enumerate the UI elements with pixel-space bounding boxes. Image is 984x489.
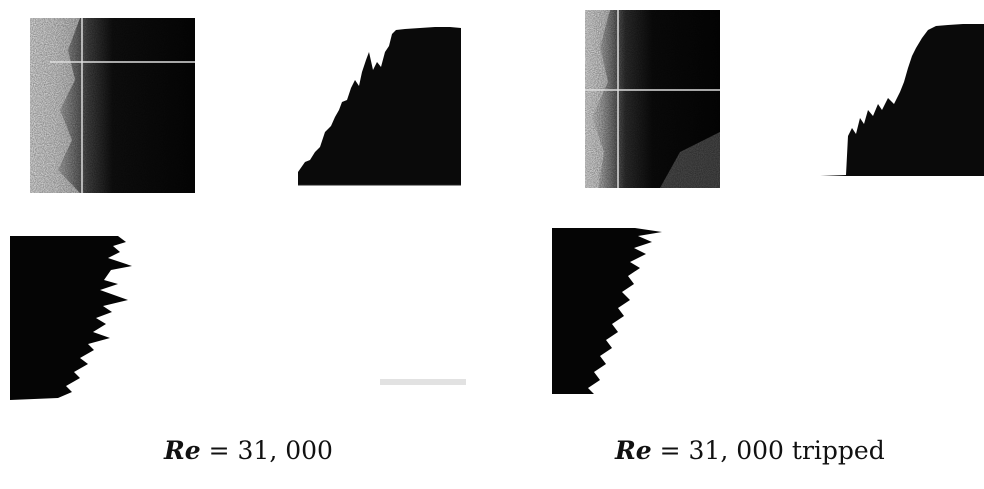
caption-value: = 31, 000 tripped bbox=[651, 436, 885, 465]
panel-caption: Re = 31, 000 tripped bbox=[615, 436, 885, 465]
flow-visualization-image bbox=[585, 10, 720, 188]
panel-caption: Re = 31, 000 bbox=[164, 436, 333, 465]
horizontal-profile-plot bbox=[820, 24, 984, 176]
horizontal-profile-plot bbox=[298, 27, 461, 186]
scale-mark bbox=[380, 379, 466, 385]
panel-tripped: Re = 31, 000 tripped bbox=[492, 0, 984, 489]
caption-value: = 31, 000 bbox=[200, 436, 333, 465]
reynolds-symbol: Re bbox=[615, 436, 652, 465]
vertical-profile-plot bbox=[552, 228, 662, 394]
panel-untripped: Re = 31, 000 bbox=[10, 18, 466, 465]
reynolds-symbol: Re bbox=[164, 436, 201, 465]
flow-visualization-image bbox=[30, 18, 195, 193]
vertical-profile-plot bbox=[10, 236, 132, 400]
